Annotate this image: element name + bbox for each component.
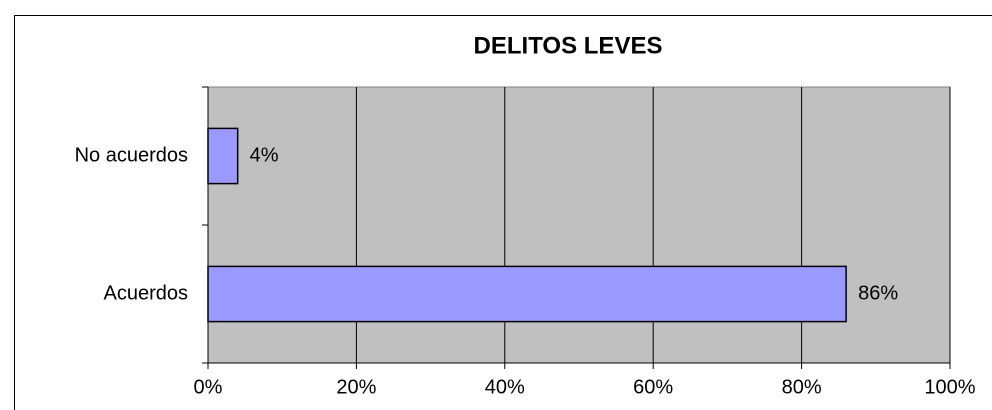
x-tick-label: 100%	[924, 376, 975, 398]
x-tick-label: 0%	[194, 376, 223, 398]
y-tick-label: Acuerdos	[104, 282, 189, 304]
value-label: 4%	[250, 144, 279, 166]
value-label: 86%	[858, 282, 898, 304]
bar	[207, 127, 239, 185]
x-tick-label: 40%	[485, 376, 525, 398]
x-tick-label: 60%	[633, 376, 673, 398]
x-tick-label: 20%	[336, 376, 376, 398]
chart-title: DELITOS LEVES	[474, 32, 663, 59]
bar	[207, 265, 847, 323]
y-tick-label: No acuerdos	[75, 144, 188, 166]
x-tick-label: 80%	[782, 376, 822, 398]
